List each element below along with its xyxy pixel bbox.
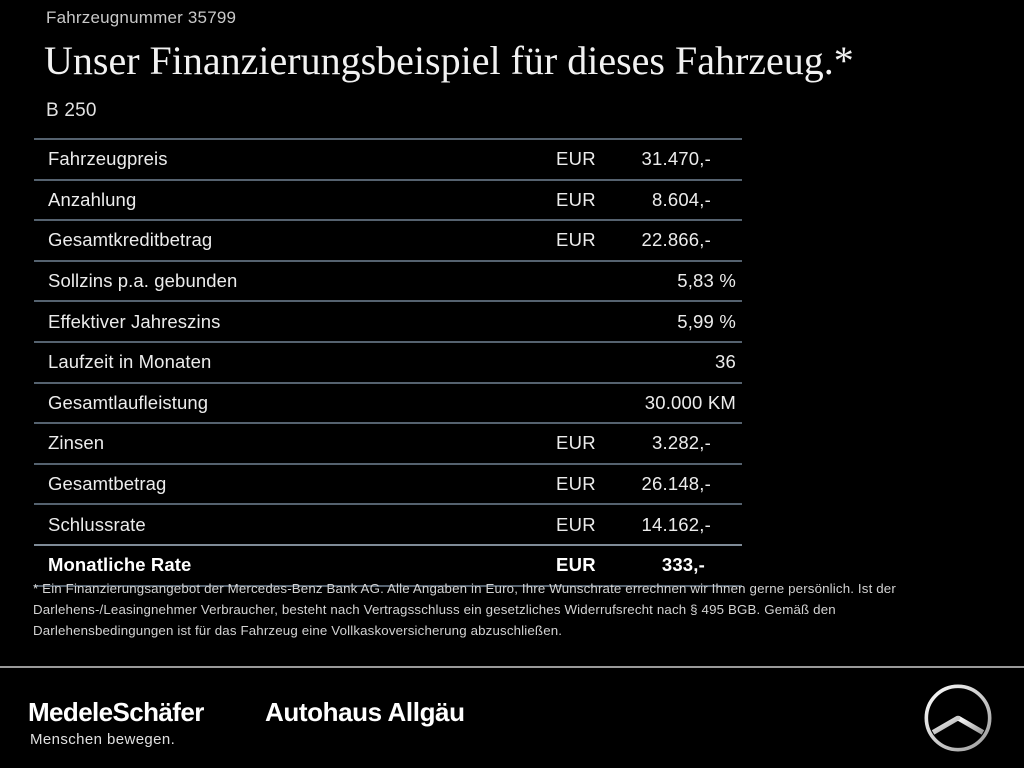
row-label: Schlussrate bbox=[48, 513, 146, 535]
table-row: Effektiver Jahreszins 5,99 % bbox=[34, 300, 742, 341]
page-title: Unser Finanzierungsbeispiel für dieses F… bbox=[44, 38, 854, 83]
table-row: Gesamtbetrag EUR 26.148,- bbox=[34, 462, 742, 504]
row-value: 8.604,- bbox=[652, 188, 711, 210]
dealer-secondary-name: Autohaus Allgäu bbox=[265, 697, 465, 727]
row-value: 5,83 % bbox=[677, 270, 736, 292]
row-label: Zinsen bbox=[48, 432, 105, 454]
table-row: Sollzins p.a. gebunden 5,83 % bbox=[34, 259, 742, 301]
row-label: Laufzeit in Monaten bbox=[48, 351, 212, 373]
mercedes-benz-star-icon bbox=[922, 682, 994, 754]
row-value: 14.162,- bbox=[641, 513, 711, 535]
row-value: 3.282,- bbox=[652, 432, 711, 454]
row-currency: EUR bbox=[556, 188, 596, 210]
table-row: Gesamtlaufleistung 30.000 KM bbox=[34, 381, 742, 423]
row-currency: EUR bbox=[556, 432, 596, 454]
vehicle-model: B 250 bbox=[46, 100, 97, 121]
row-value: 5,99 % bbox=[677, 310, 736, 332]
footer-divider bbox=[0, 666, 1024, 668]
row-label: Effektiver Jahreszins bbox=[48, 310, 221, 332]
row-label: Gesamtlaufleistung bbox=[48, 391, 209, 413]
table-row: Zinsen EUR 3.282,- bbox=[34, 422, 742, 463]
table-row: Laufzeit in Monaten 36 bbox=[34, 340, 742, 382]
row-currency: EUR bbox=[556, 554, 596, 576]
row-label: Gesamtbetrag bbox=[48, 473, 167, 495]
dealer-tagline: Menschen bewegen. bbox=[30, 731, 176, 748]
vehicle-number: Fahrzeugnummer 35799 bbox=[46, 8, 237, 27]
table-row: Gesamtkreditbetrag EUR 22.866,- bbox=[34, 219, 742, 260]
row-value: 22.866,- bbox=[641, 229, 711, 251]
row-currency: EUR bbox=[556, 513, 596, 535]
row-value: 36 bbox=[715, 351, 736, 373]
row-value: 31.470,- bbox=[641, 148, 711, 170]
dealer-brand-name: MedeleSchäfer bbox=[28, 697, 204, 727]
legal-footnote: * Ein Finanzierungsangebot der Mercedes-… bbox=[33, 581, 896, 638]
row-label: Anzahlung bbox=[48, 188, 137, 210]
row-currency: EUR bbox=[556, 148, 596, 170]
row-currency: EUR bbox=[556, 229, 596, 251]
row-currency: EUR bbox=[556, 473, 596, 495]
row-label: Monatliche Rate bbox=[48, 554, 192, 576]
row-label: Gesamtkreditbetrag bbox=[48, 229, 213, 251]
table-row: Monatliche Rate EUR 333,- bbox=[34, 543, 742, 587]
row-value: 30.000 KM bbox=[644, 391, 736, 413]
table-row: Anzahlung EUR 8.604,- bbox=[34, 178, 742, 220]
row-value: 333,- bbox=[661, 554, 705, 576]
table-row: Fahrzeugpreis EUR 31.470,- bbox=[34, 138, 742, 179]
row-label: Sollzins p.a. gebunden bbox=[48, 270, 238, 292]
row-value: 26.148,- bbox=[641, 473, 711, 495]
row-label: Fahrzeugpreis bbox=[48, 148, 168, 170]
financing-table: Fahrzeugpreis EUR 31.470,- Anzahlung EUR 8.60… bbox=[34, 138, 742, 587]
table-row: Schlussrate EUR 14.162,- bbox=[34, 503, 742, 544]
